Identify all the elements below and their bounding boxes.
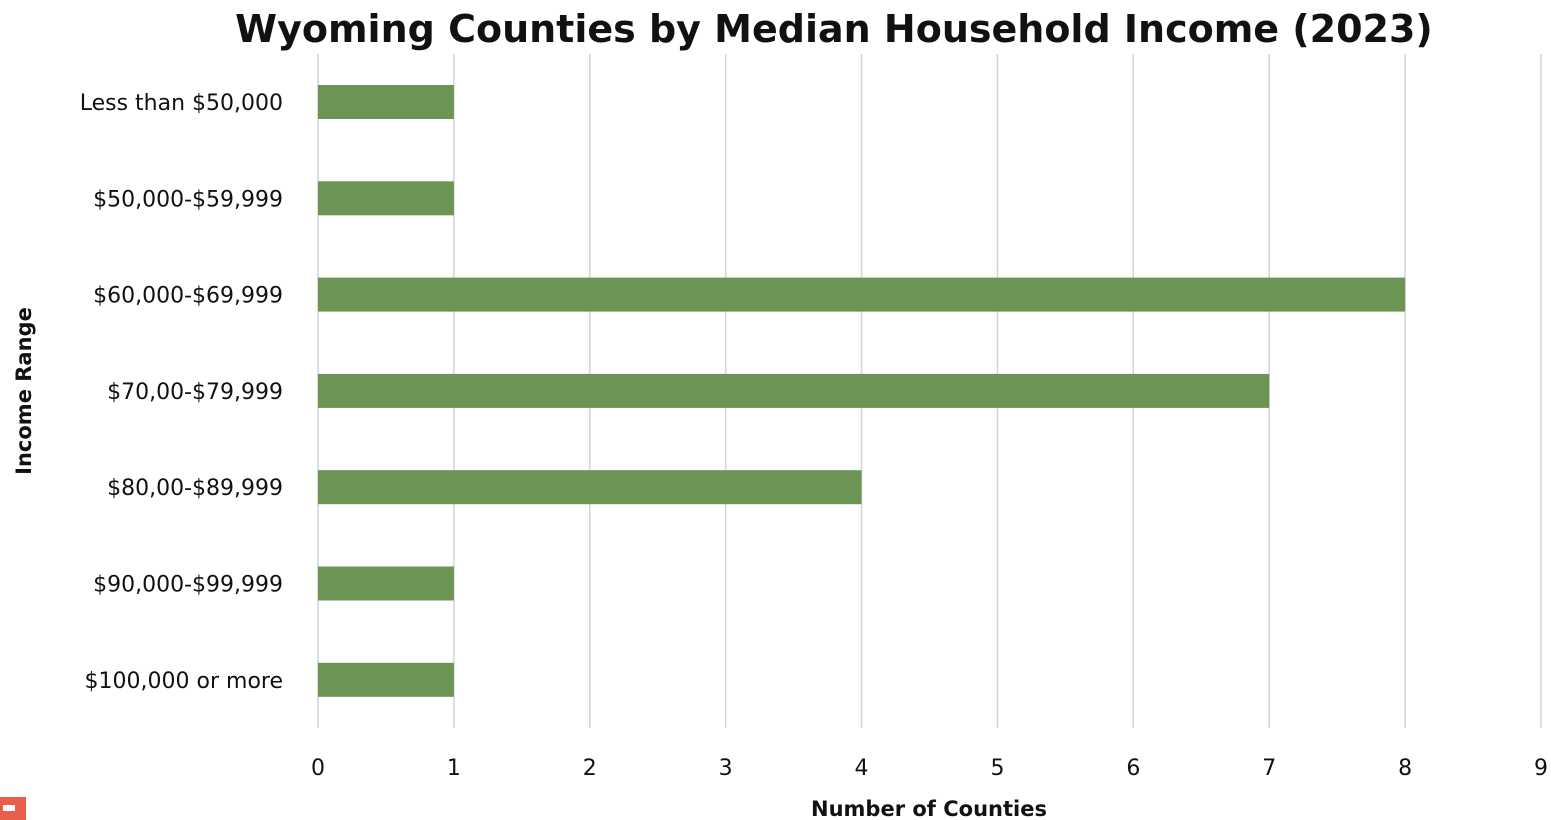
bars bbox=[318, 85, 1406, 697]
category-label: $100,000 or more bbox=[85, 669, 283, 694]
y-axis-title: Income Range bbox=[12, 307, 36, 475]
category-labels: Less than $50,000 $50,000-$59,999 $60,000-… bbox=[80, 91, 283, 694]
category-label: $70,00-$79,999 bbox=[107, 380, 283, 405]
x-tick-label: 2 bbox=[583, 756, 597, 781]
bar bbox=[318, 277, 1406, 312]
x-axis-title: Number of Counties bbox=[811, 797, 1047, 820]
bar bbox=[318, 85, 454, 119]
chart-title: Wyoming Counties by Median Household Inc… bbox=[235, 7, 1433, 51]
bar bbox=[318, 470, 862, 505]
bar bbox=[318, 373, 1270, 408]
x-tick-label: 1 bbox=[447, 756, 461, 781]
bar bbox=[318, 566, 454, 601]
bar bbox=[318, 662, 454, 697]
category-label: $80,00-$89,999 bbox=[107, 476, 283, 501]
category-label: Less than $50,000 bbox=[80, 91, 283, 116]
category-label: $90,000-$99,999 bbox=[93, 573, 283, 598]
x-tick-label: 4 bbox=[855, 756, 869, 781]
x-tick-label: 5 bbox=[990, 756, 1004, 781]
bar bbox=[318, 181, 454, 216]
logo-mark-inner bbox=[3, 805, 15, 811]
x-tick-label: 9 bbox=[1534, 756, 1548, 781]
x-tick-labels: 0 1 2 3 4 5 6 7 8 9 bbox=[311, 756, 1548, 781]
x-tick-label: 3 bbox=[719, 756, 733, 781]
x-tick-label: 0 bbox=[311, 756, 325, 781]
x-tick-label: 8 bbox=[1398, 756, 1412, 781]
category-label: $50,000-$59,999 bbox=[93, 187, 283, 212]
category-label: $60,000-$69,999 bbox=[93, 284, 283, 309]
x-tick-label: 6 bbox=[1126, 756, 1140, 781]
x-tick-label: 7 bbox=[1262, 756, 1276, 781]
